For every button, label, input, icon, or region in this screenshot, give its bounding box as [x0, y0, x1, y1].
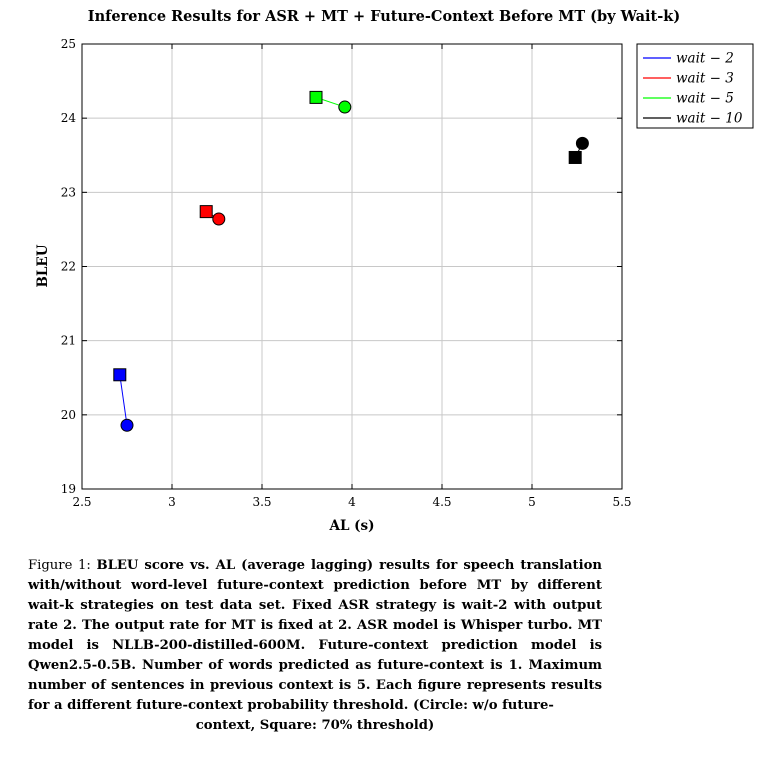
x-tick-label: 3.5	[252, 495, 271, 509]
caption-label: Figure 1:	[28, 558, 91, 573]
legend-entry: wait − 5	[676, 91, 734, 107]
y-tick-label: 22	[61, 260, 76, 274]
x-tick-label: 4.5	[432, 495, 451, 509]
square-marker	[113, 368, 127, 382]
legend-entry: wait − 10	[676, 111, 743, 127]
axis-ticks: 2.5 3 3.5 4 4.5 5 5.5 19 20 21 22 23 24 25	[61, 37, 632, 509]
x-tick-label: 5.5	[612, 495, 631, 509]
x-tick-label: 4	[348, 495, 356, 509]
square-marker	[309, 90, 323, 104]
y-tick-label: 25	[61, 37, 76, 51]
x-axis-label: AL (s)	[328, 518, 374, 534]
figure-caption: Figure 1: BLEU score vs. AL (average lag…	[28, 556, 602, 736]
y-tick-label: 23	[61, 185, 76, 199]
legend-entry: wait − 2	[676, 51, 734, 67]
x-tick-label: 5	[528, 495, 536, 509]
x-tick-label: 3	[168, 495, 176, 509]
x-tick-label: 2.5	[72, 495, 91, 509]
caption-body: BLEU score vs. AL (average lagging) resu…	[28, 558, 603, 713]
square-marker	[568, 150, 582, 164]
legend-entry: wait − 3	[676, 71, 734, 87]
y-axis-label: BLEU	[35, 244, 51, 287]
legend-box	[636, 43, 754, 129]
scatter-plot: 2.5 3 3.5 4 4.5 5 5.5 19 20 21 22 23 24 25 AL (s) BLE…	[35, 37, 754, 534]
circle-marker	[338, 100, 352, 114]
y-tick-label: 20	[61, 408, 76, 422]
chart-title: Inference Results for ASR + MT + Future-…	[87, 8, 681, 25]
series-line-0	[119, 374, 128, 426]
circle-marker	[120, 418, 134, 432]
caption-last-line: context, Square: 70% threshold)	[195, 718, 435, 733]
grid	[81, 43, 623, 490]
plot-frame	[81, 43, 623, 490]
data-layer	[113, 90, 589, 432]
circle-marker	[212, 212, 226, 226]
y-tick-label: 24	[61, 111, 77, 125]
y-tick-label: 19	[61, 482, 76, 496]
y-tick-label: 21	[61, 334, 76, 348]
circle-marker	[575, 136, 589, 150]
legend: wait − 2 wait − 3 wait − 5 wait − 10	[636, 43, 754, 129]
square-marker	[199, 205, 213, 219]
